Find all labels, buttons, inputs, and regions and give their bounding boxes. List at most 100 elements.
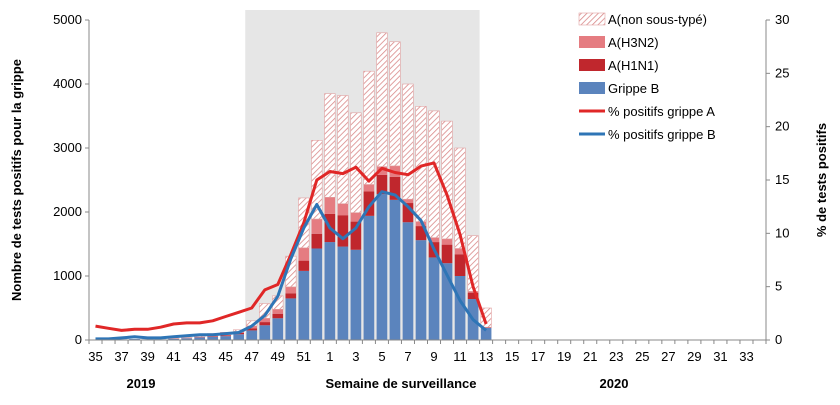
- x-tick-label: 29: [687, 349, 701, 364]
- bar-grippe-b-week-49: [272, 318, 284, 340]
- bar-grippe-b-week-5: [376, 194, 388, 340]
- bar-grippe-b-week-3: [350, 249, 362, 340]
- bar-a-h3n2--week-51: [298, 247, 310, 261]
- bar-grippe-b-week-1: [324, 242, 336, 340]
- x-tick-label: 27: [661, 349, 675, 364]
- y2-tick-label: 25: [775, 65, 789, 80]
- x-axis-title: Semaine de surveillance: [325, 376, 476, 391]
- bar-grippe-b-week-9: [428, 257, 440, 340]
- legend-swatch-a-non-sous-typ-: [578, 12, 606, 26]
- y2-tick-label: 20: [775, 119, 789, 134]
- bar-a-h1n1--week-47: [246, 328, 258, 331]
- bar-a-h1n1--week-13: [480, 327, 492, 328]
- bar-grippe-b-week-51: [298, 270, 310, 340]
- x-tick-label: 17: [531, 349, 545, 364]
- bar-a-h1n1--week-50: [285, 293, 297, 299]
- y-axis-title: Nombre de tests positifs pour la grippe: [9, 59, 24, 301]
- bar-a-non-sous-typ--week-2: [337, 95, 349, 204]
- bar-a-h1n1--week-48: [259, 322, 271, 326]
- x-tick-label: 5: [378, 349, 385, 364]
- y2-tick-label: 5: [775, 279, 782, 294]
- bar-a-non-sous-typ--week-3: [350, 112, 362, 213]
- legend-label-a-non-sous-typ-: A(non sous-typé): [608, 12, 707, 27]
- legend-swatch-grippe-b: [579, 82, 605, 94]
- bar-grippe-b-week-46: [233, 334, 245, 340]
- bar-grippe-b-week-47: [246, 330, 258, 340]
- bar-a-non-sous-typ--week-48: [259, 303, 271, 319]
- y2-tick-label: 10: [775, 225, 789, 240]
- x-tick-label: 37: [114, 349, 128, 364]
- bar-a-h1n1--week-2: [337, 215, 349, 247]
- legend-swatch-a-h1n1-: [579, 59, 605, 71]
- bar-a-non-sous-typ--week-7: [402, 83, 414, 200]
- legend-label-a-h1n1-: A(H1N1): [608, 58, 659, 73]
- bar-a-h3n2--week-2: [337, 203, 349, 216]
- bar-a-h3n2--week-12: [467, 291, 479, 293]
- y-tick-label: 2000: [53, 204, 82, 219]
- bar-grippe-b-week-2: [337, 246, 349, 340]
- x-tick-label: 3: [352, 349, 359, 364]
- x-tick-label: 1: [326, 349, 333, 364]
- bar-a-h3n2--week-9: [428, 237, 440, 243]
- x-tick-label: 11: [453, 349, 467, 364]
- x-tick-label: 31: [713, 349, 727, 364]
- legend-label--positifs-grippe-b: % positifs grippe B: [608, 127, 716, 142]
- y-tick-label: 3000: [53, 140, 82, 155]
- bar-a-h3n2--week-50: [285, 286, 297, 294]
- x-tick-label: 43: [192, 349, 206, 364]
- x-tick-label: 47: [245, 349, 259, 364]
- bar-a-h1n1--week-52: [311, 233, 323, 249]
- x-tick-label: 13: [479, 349, 493, 364]
- x-tick-label: 35: [88, 349, 102, 364]
- legend-swatch-a-h3n2-: [579, 36, 605, 48]
- y2-tick-label: 30: [775, 12, 789, 27]
- bar-a-h1n1--week-7: [402, 203, 414, 223]
- x-tick-label: 7: [404, 349, 411, 364]
- bar-a-h1n1--week-49: [272, 313, 284, 319]
- bar-grippe-b-week-8: [415, 240, 427, 340]
- bar-grippe-b-week-13: [480, 327, 492, 340]
- line--positifs-grippe-a: [95, 161, 488, 332]
- bar-a-non-sous-typ--week-42: [181, 337, 193, 339]
- x-tick-label: 19: [557, 349, 571, 364]
- bar-grippe-b-week-45: [220, 336, 232, 340]
- y-tick-label: 1000: [53, 268, 82, 283]
- y2-tick-label: 0: [775, 332, 782, 347]
- bar-a-h1n1--week-45: [220, 335, 232, 337]
- bar-a-h1n1--week-8: [415, 226, 427, 241]
- y2-tick-label: 15: [775, 172, 789, 187]
- x-tick-label: 51: [297, 349, 311, 364]
- bar-a-h1n1--week-11: [454, 254, 466, 276]
- bar-a-non-sous-typ--week-11: [454, 147, 466, 249]
- bar-a-non-sous-typ--week-10: [441, 120, 453, 240]
- bar-grippe-b-week-41: [168, 338, 179, 340]
- bar-a-h1n1--week-3: [350, 221, 362, 250]
- year-label-2020: 2020: [600, 376, 629, 391]
- bar-a-h3n2--week-48: [259, 318, 271, 323]
- bar-a-h3n2--week-11: [454, 248, 466, 255]
- x-tick-label: 9: [430, 349, 437, 364]
- x-tick-label: 21: [583, 349, 597, 364]
- bar-a-non-sous-typ--week-4: [363, 70, 375, 185]
- x-tick-label: 15: [505, 349, 519, 364]
- bar-a-non-sous-typ--week-5: [376, 32, 388, 167]
- x-tick-label: 23: [609, 349, 623, 364]
- x-tick-label: 39: [140, 349, 154, 364]
- bar-grippe-b-week-48: [259, 325, 271, 340]
- line--positifs-grippe-b: [95, 190, 488, 341]
- bar-a-h1n1--week-10: [441, 244, 453, 264]
- bar-a-h3n2--week-5: [376, 166, 388, 175]
- x-tick-label: 49: [271, 349, 285, 364]
- bar-a-non-sous-typ--week-13: [480, 307, 492, 328]
- bar-a-h1n1--week-6: [389, 176, 401, 200]
- bar-a-h1n1--week-4: [363, 191, 375, 216]
- year-label-2019: 2019: [127, 376, 156, 391]
- x-tick-label: 41: [166, 349, 180, 364]
- bar-grippe-b-week-10: [441, 263, 453, 340]
- bar-a-h1n1--week-5: [376, 174, 388, 195]
- bar-grippe-b-week-11: [454, 276, 466, 340]
- bar-a-h3n2--week-49: [272, 309, 284, 314]
- y2-axis-title: % de tests positifs: [814, 123, 829, 237]
- bar-grippe-b-week-6: [389, 199, 401, 340]
